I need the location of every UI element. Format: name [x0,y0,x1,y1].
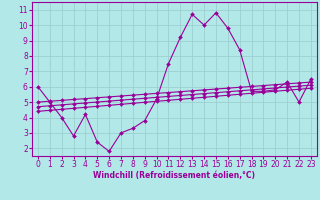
X-axis label: Windchill (Refroidissement éolien,°C): Windchill (Refroidissement éolien,°C) [93,171,255,180]
